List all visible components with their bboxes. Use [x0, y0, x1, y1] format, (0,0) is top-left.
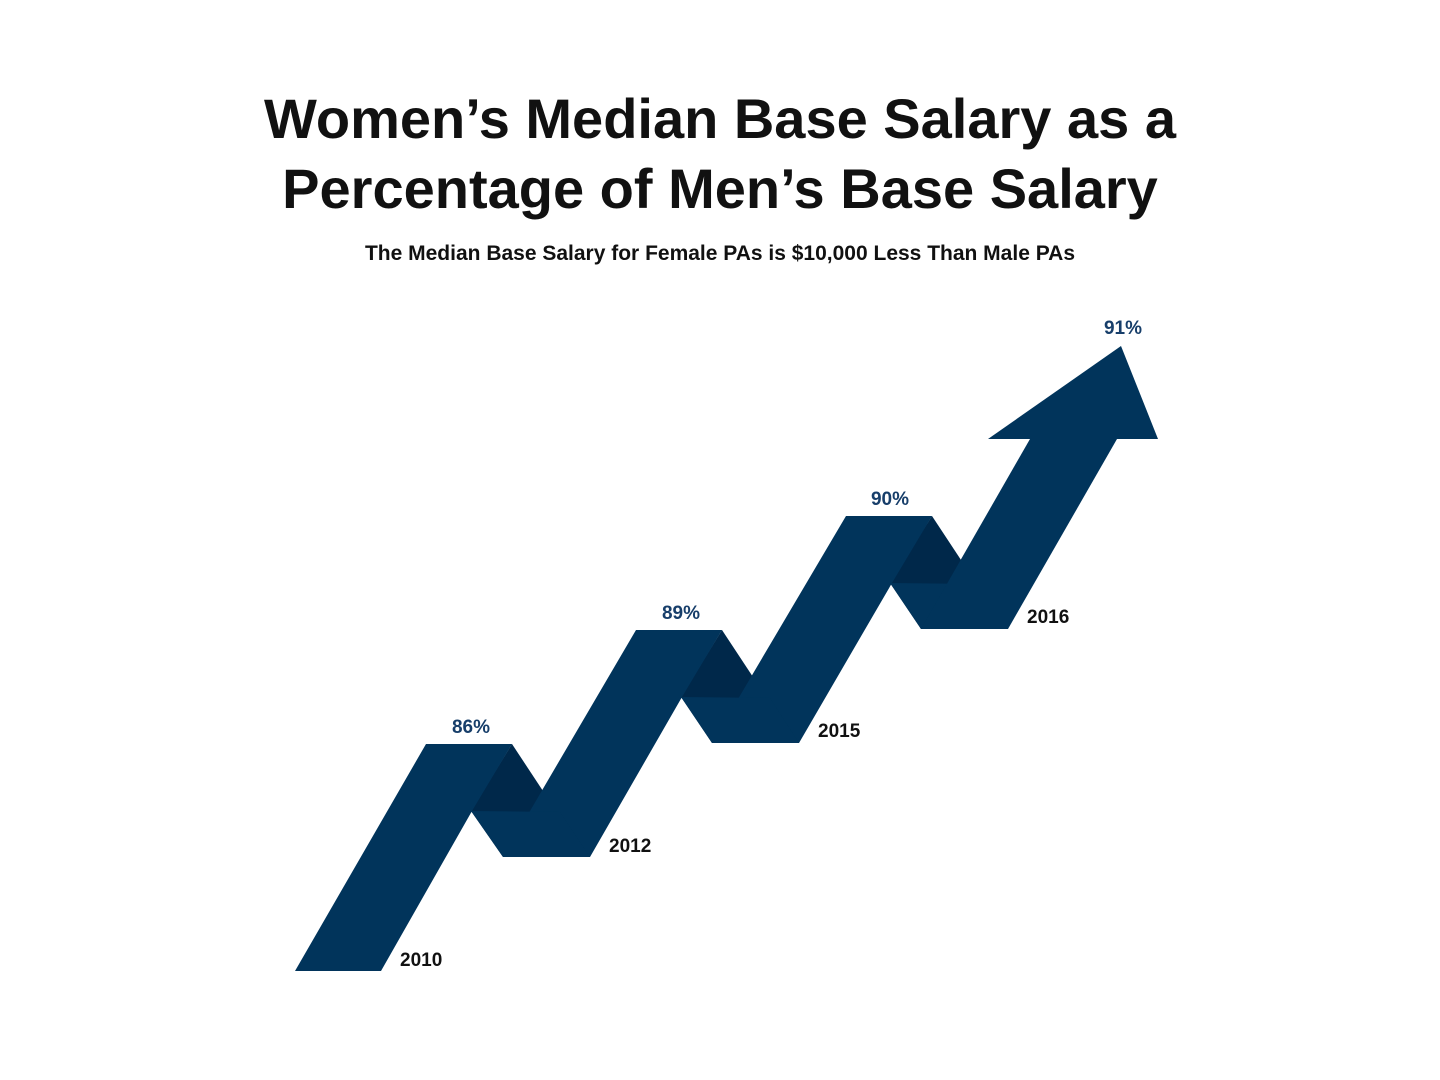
ribbon-segment-2 — [503, 630, 722, 857]
year-label-2012: 2012 — [609, 836, 651, 857]
ribbon-ledge-2 — [681, 697, 799, 743]
value-label-2015: 90% — [871, 489, 909, 510]
ribbon-segment-3 — [712, 516, 932, 743]
chart-title: Women’s Median Base Salary as a Percenta… — [0, 84, 1440, 224]
year-label-2010: 2010 — [400, 950, 442, 971]
ribbon-arrow-shaft — [921, 439, 1117, 629]
value-label-2016: 91% — [1104, 318, 1142, 339]
year-label-2015: 2015 — [818, 721, 861, 742]
chart-title-line-1: Women’s Median Base Salary as a — [264, 87, 1176, 150]
year-label-2016: 2016 — [1027, 607, 1069, 628]
chart-title-line-2: Percentage of Men’s Base Salary — [282, 157, 1158, 220]
chart-subtitle: The Median Base Salary for Female PAs is… — [364, 242, 1076, 265]
ribbon-segment-1 — [295, 744, 512, 971]
ribbon-arrow-head — [988, 346, 1158, 439]
ribbon-ledge-1 — [471, 811, 590, 857]
value-label-2012: 89% — [662, 603, 700, 624]
value-label-2010: 86% — [452, 717, 490, 738]
